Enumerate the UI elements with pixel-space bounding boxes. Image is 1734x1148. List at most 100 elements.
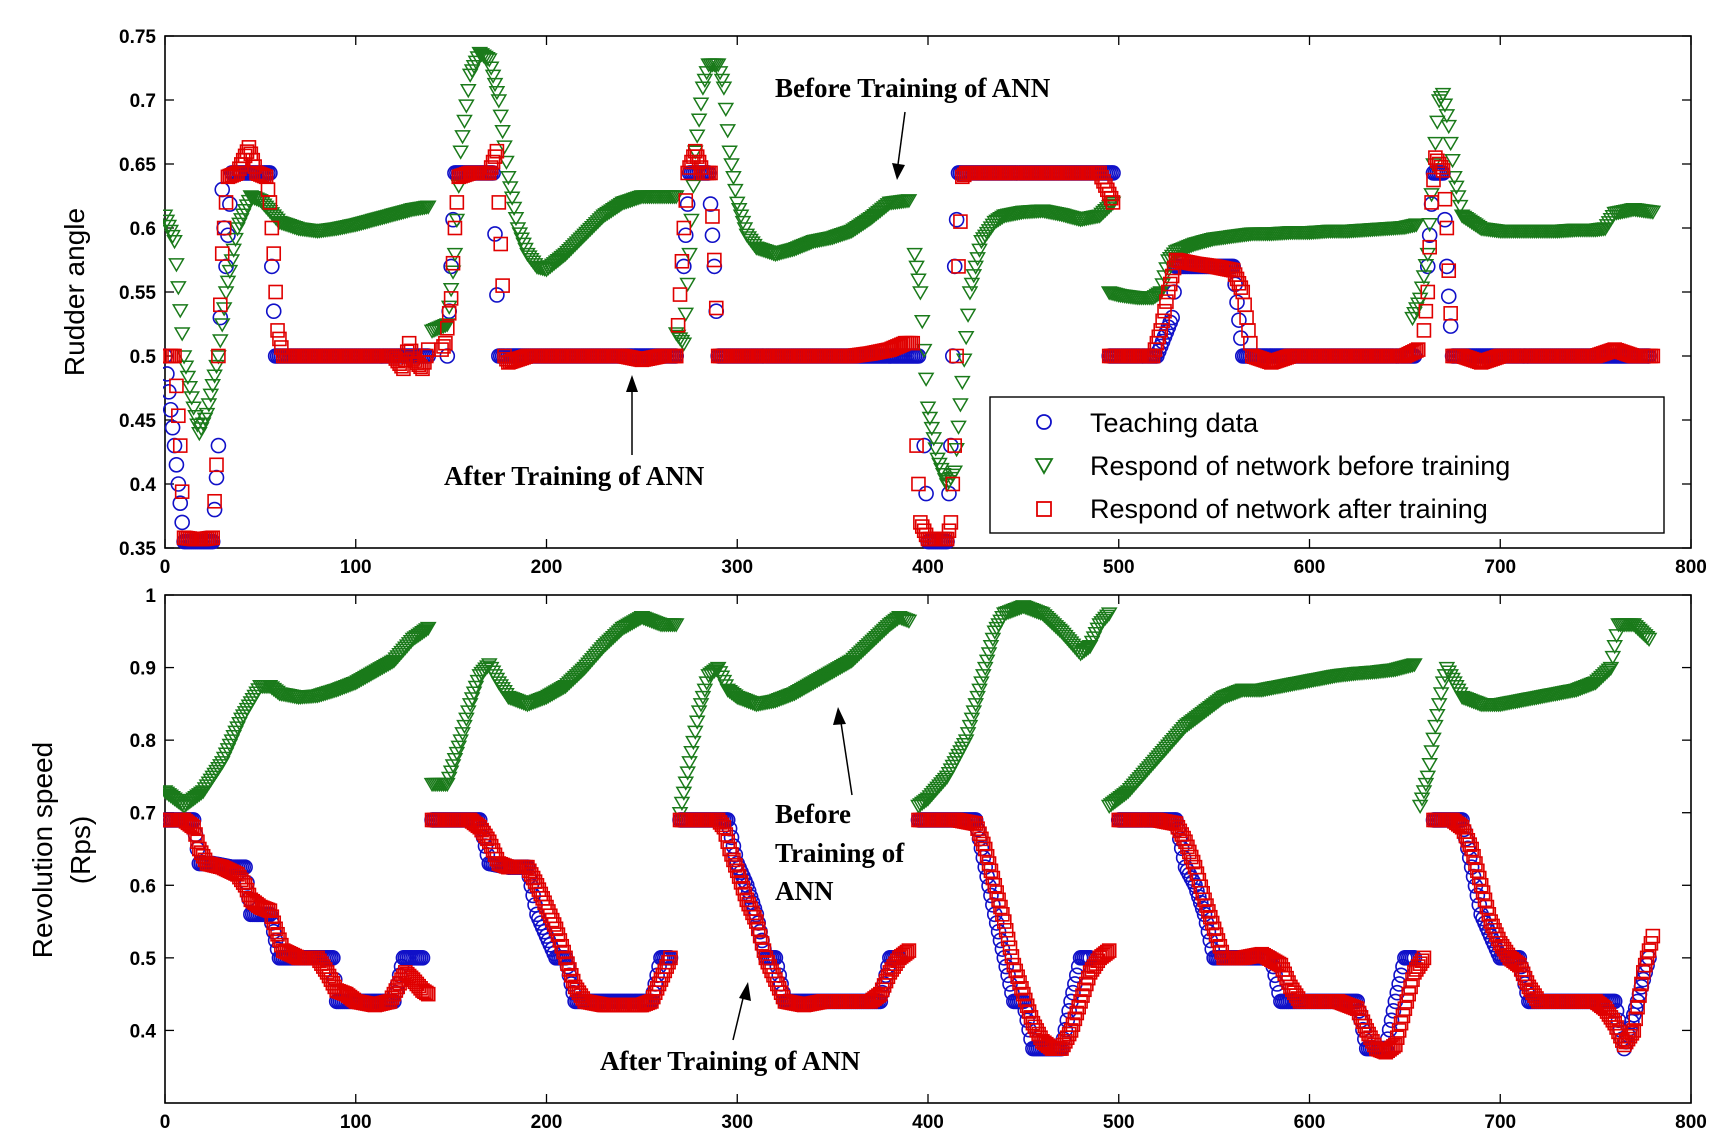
before-training-marker: [170, 281, 187, 296]
before-training-marker: [683, 213, 700, 228]
y-tick-label: 0.7: [130, 91, 156, 112]
before-training-marker: [250, 193, 267, 208]
before-training-marker: [883, 616, 901, 632]
after-training-marker: [1634, 976, 1649, 992]
after-training-marker: [1632, 988, 1647, 1003]
before-training-marker: [412, 627, 429, 642]
after-training-marker: [728, 858, 743, 873]
before-training-marker: [486, 77, 504, 93]
before-training-marker: [872, 204, 889, 219]
after-training-marker: [493, 236, 509, 252]
x-tick-label: 600: [1294, 1112, 1326, 1133]
after-training-marker: [213, 297, 228, 313]
after-training-marker: [1164, 268, 1180, 284]
teaching-data-marker: [172, 495, 189, 512]
before-training-marker: [492, 109, 510, 124]
before-training-marker: [851, 219, 868, 234]
before-training-marker: [507, 212, 525, 227]
x-tick-label: 300: [721, 557, 753, 578]
after-training-marker: [268, 921, 283, 937]
before-training-marker: [717, 102, 735, 118]
before-training-marker: [456, 114, 473, 129]
before-training-marker: [860, 213, 878, 228]
before-training-marker: [709, 58, 727, 73]
teaching-data-marker: [214, 181, 231, 198]
after-training-marker: [909, 438, 924, 453]
before-training-marker: [688, 129, 706, 144]
before-training-marker: [1104, 196, 1122, 211]
before-training-marker: [1421, 217, 1438, 233]
data-markers: [163, 600, 1661, 1060]
before-training-marker: [1606, 640, 1624, 655]
before-training-marker: [419, 200, 437, 215]
before-training-marker: [910, 273, 927, 288]
after-training-marker: [270, 926, 285, 942]
after-training-marker: [899, 944, 915, 960]
after-training-marker: [171, 408, 186, 424]
before-training-marker: [715, 81, 733, 96]
y-axis-label-line-2: (Rps): [65, 816, 96, 884]
before-training-marker: [910, 799, 927, 814]
after-training-marker: [724, 847, 739, 862]
before-training-marker: [1106, 795, 1124, 810]
before-training-marker: [473, 48, 490, 63]
before-training-marker: [448, 213, 466, 228]
after-training-marker: [272, 331, 287, 347]
before-training-marker: [227, 232, 244, 248]
before-training-marker: [1116, 788, 1133, 803]
before-training-marker: [170, 795, 187, 810]
after-training-marker: [668, 348, 684, 364]
before-training-marker: [990, 213, 1007, 228]
before-training-marker: [1100, 607, 1118, 622]
before-training-marker: [467, 680, 485, 695]
after-training-marker: [1426, 172, 1441, 188]
before-training-marker: [511, 227, 529, 242]
before-training-marker: [1415, 270, 1433, 285]
after-training-marker: [747, 909, 762, 925]
before-training-marker: [545, 257, 563, 272]
before-training-marker: [845, 223, 862, 238]
after-training-marker: [939, 531, 955, 547]
y-tick-label: 0.55: [119, 283, 156, 304]
after-training-marker: [1183, 849, 1199, 865]
before-training-marker: [1604, 650, 1622, 666]
annotation-after-training: After Training of ANN: [600, 1046, 861, 1076]
before-training-marker: [1436, 98, 1454, 113]
before-training-marker: [555, 681, 572, 696]
before-training-marker: [459, 84, 477, 99]
x-tick-label: 800: [1675, 1112, 1707, 1133]
teaching-data-marker: [1437, 211, 1453, 228]
after-training-marker: [998, 922, 1014, 938]
before-training-marker: [551, 252, 569, 267]
before-training-marker: [484, 69, 502, 84]
before-training-marker: [917, 372, 935, 387]
before-training-marker: [494, 124, 511, 140]
before-training-marker: [707, 663, 725, 678]
before-training-marker: [179, 370, 197, 385]
after-training-marker: [1098, 946, 1113, 961]
before-training-marker: [410, 628, 428, 643]
legend-square-marker: [1036, 501, 1052, 517]
after-training-marker: [262, 195, 278, 210]
after-training-marker: [1180, 839, 1195, 855]
after-training-marker: [1004, 949, 1020, 964]
before-training-marker: [685, 179, 702, 194]
before-training-marker: [843, 224, 861, 240]
after-training-marker: [703, 165, 718, 181]
after-training-marker: [1414, 953, 1430, 969]
before-training-marker: [1074, 645, 1091, 661]
before-training-marker: [219, 275, 237, 290]
after-training-marker: [167, 348, 182, 364]
y-tick-label: 0.7: [130, 804, 156, 825]
after-training-marker: [941, 523, 957, 539]
rudder-angle-panel: 0 100 200 300 400 500 600 700 800 0.350.40.450.5…: [59, 27, 1707, 578]
before-training-marker: [1203, 699, 1221, 714]
before-training-marker: [1179, 718, 1196, 733]
before-training-marker: [439, 777, 456, 793]
after-training-marker: [1233, 280, 1249, 295]
before-training-marker: [675, 337, 693, 352]
before-training-marker: [929, 452, 946, 467]
teaching-data-marker: [210, 437, 227, 454]
before-training-marker: [1449, 190, 1467, 205]
